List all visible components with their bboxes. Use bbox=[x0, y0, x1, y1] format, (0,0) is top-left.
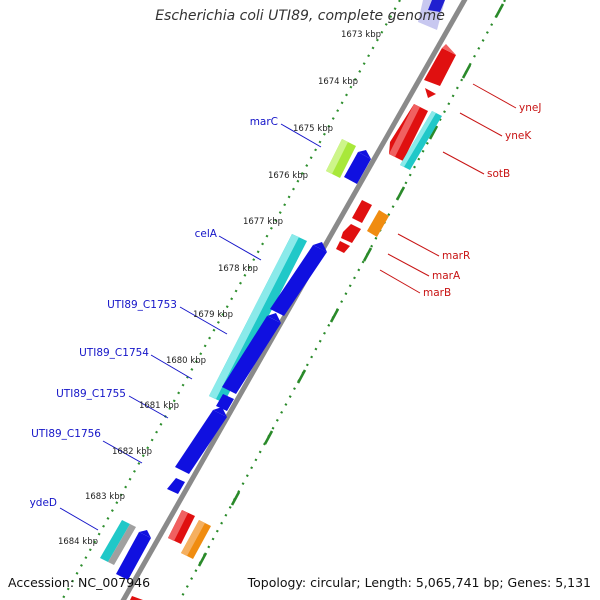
gene-label-sotB[interactable]: sotB bbox=[487, 168, 510, 180]
tick-labels: 1673 kbp 1674 kbp 1675 kbp 1676 kbp 1677… bbox=[58, 30, 381, 547]
inner-major-tick bbox=[362, 247, 373, 262]
leader-line bbox=[442, 151, 485, 175]
cds-feature-forward[interactable] bbox=[116, 530, 151, 580]
leader-line bbox=[218, 235, 262, 261]
gene-label-marR[interactable]: marR bbox=[442, 250, 470, 262]
forward-leader-lines bbox=[59, 123, 322, 531]
cds-feature-celA[interactable] bbox=[209, 234, 307, 403]
accession-label: Accession: NC_007946 bbox=[8, 575, 151, 590]
inner-major-tick bbox=[296, 369, 307, 384]
leader-line bbox=[128, 395, 169, 419]
leader-line bbox=[280, 123, 322, 148]
gene-label-UTI89_C1753[interactable]: UTI89_C1753 bbox=[107, 299, 177, 311]
tick-label: 1678 kbp bbox=[218, 264, 258, 274]
leader-line bbox=[397, 233, 440, 257]
cds-feature-forward[interactable] bbox=[216, 394, 234, 411]
inner-major-tick bbox=[263, 430, 274, 445]
gene-label-UTI89_C1754[interactable]: UTI89_C1754 bbox=[79, 347, 149, 359]
reverse-gene-labels: yneJ yneK sotB marR marA marB bbox=[423, 102, 541, 299]
gene-label-yneJ[interactable]: yneJ bbox=[519, 102, 541, 114]
forward-gene-labels: marC celA UTI89_C1753 UTI89_C1754 UTI89_… bbox=[30, 116, 278, 509]
tick-label: 1683 kbp bbox=[85, 492, 125, 502]
reverse-leader-lines bbox=[379, 83, 517, 294]
gene-label-marC[interactable]: marC bbox=[250, 116, 278, 128]
cds-feature-marC[interactable] bbox=[326, 139, 356, 178]
inner-major-tick bbox=[329, 308, 340, 323]
tick-label: 1681 kbp bbox=[139, 401, 179, 411]
cds-feature-forward[interactable] bbox=[175, 407, 227, 474]
tick-label: 1679 kbp bbox=[193, 310, 233, 320]
tick-label: 1676 kbp bbox=[268, 171, 308, 181]
inner-major-tick bbox=[197, 552, 208, 567]
cds-feature-marA[interactable] bbox=[367, 210, 389, 237]
cds-feature-ydeD[interactable] bbox=[100, 520, 136, 565]
leader-line bbox=[459, 112, 503, 137]
cds-feature-sotB[interactable] bbox=[400, 111, 442, 170]
gene-label-ydeD[interactable]: ydeD bbox=[30, 497, 57, 509]
inner-dotted-ring bbox=[179, 0, 506, 600]
gene-label-celA[interactable]: celA bbox=[195, 228, 218, 240]
inner-major-tick bbox=[494, 3, 505, 18]
cds-feature-reverse[interactable] bbox=[181, 520, 211, 559]
cds-feature-forward[interactable] bbox=[270, 242, 327, 316]
cds-feature-reverse[interactable] bbox=[425, 88, 436, 98]
cds-feature-marR[interactable] bbox=[352, 200, 372, 223]
inner-major-tick bbox=[395, 186, 406, 201]
leader-line bbox=[150, 354, 193, 380]
leader-line bbox=[472, 83, 517, 109]
cds-feature-marB[interactable] bbox=[336, 224, 361, 253]
cds-feature-yneJ[interactable] bbox=[424, 44, 456, 86]
topology-label: Topology: circular; Length: 5,065,741 bp… bbox=[247, 575, 591, 590]
leader-line bbox=[379, 269, 421, 294]
tick-label: 1675 kbp bbox=[293, 124, 333, 134]
inner-major-tick bbox=[230, 491, 241, 506]
cds-feature-yneK[interactable] bbox=[389, 104, 428, 161]
leader-line bbox=[102, 440, 143, 464]
inner-tick-ring bbox=[179, 0, 506, 600]
cds-feature-forward[interactable] bbox=[222, 313, 281, 394]
map-title: Escherichia coli UTI89, complete genome bbox=[155, 8, 445, 24]
tick-label: 1684 kbp bbox=[58, 537, 98, 547]
inner-major-tick bbox=[428, 125, 439, 140]
leader-line bbox=[59, 507, 99, 531]
cds-feature-reverse-bottom[interactable] bbox=[130, 596, 143, 600]
tick-label: 1674 kbp bbox=[318, 77, 358, 87]
tick-label: 1680 kbp bbox=[166, 356, 206, 366]
cds-feature-forward-top[interactable] bbox=[418, 0, 445, 30]
leader-line bbox=[179, 306, 228, 335]
inner-major-tick bbox=[461, 64, 472, 79]
cds-feature-reverse[interactable] bbox=[168, 510, 195, 544]
gene-label-marA[interactable]: marA bbox=[432, 270, 461, 282]
forward-strand-features bbox=[100, 0, 445, 580]
cds-feature-forward[interactable] bbox=[344, 150, 371, 184]
reverse-strand-features bbox=[130, 44, 456, 600]
gene-label-yneK[interactable]: yneK bbox=[505, 130, 532, 142]
tick-label: 1682 kbp bbox=[112, 447, 152, 457]
leader-line bbox=[387, 253, 430, 277]
gene-label-UTI89_C1755[interactable]: UTI89_C1755 bbox=[56, 388, 126, 400]
tick-label: 1677 kbp bbox=[243, 217, 283, 227]
tick-label: 1673 kbp bbox=[341, 30, 381, 40]
gene-label-marB[interactable]: marB bbox=[423, 287, 451, 299]
cds-feature-forward[interactable] bbox=[167, 478, 185, 494]
gene-label-UTI89_C1756[interactable]: UTI89_C1756 bbox=[31, 428, 101, 440]
